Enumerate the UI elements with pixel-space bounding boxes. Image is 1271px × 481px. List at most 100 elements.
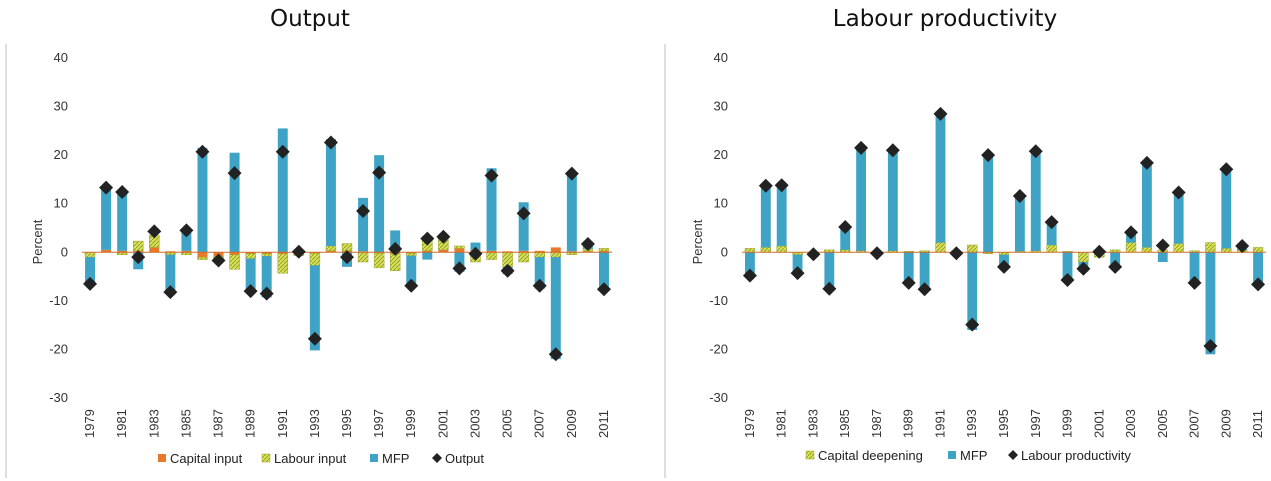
x-tick-label: 2009 bbox=[564, 409, 579, 438]
marker-labour-productivity bbox=[774, 178, 789, 193]
marker-output bbox=[179, 223, 194, 238]
bar-mfp bbox=[1173, 192, 1184, 244]
x-tick-label: 2003 bbox=[1123, 409, 1138, 438]
bar-capital-deepening bbox=[1078, 252, 1089, 263]
marker-labour-productivity bbox=[742, 268, 757, 283]
bar-capital-deepening bbox=[744, 248, 756, 253]
bar-mfp bbox=[309, 265, 320, 351]
bar-mfp bbox=[422, 252, 433, 260]
x-tick-label: 1989 bbox=[243, 409, 258, 438]
bar-capital-input bbox=[277, 252, 288, 254]
x-tick-label: 1987 bbox=[211, 409, 226, 438]
bar-capital-deepening bbox=[1125, 242, 1137, 253]
bar-capital-input bbox=[486, 250, 497, 253]
x-tick-label: 2001 bbox=[435, 409, 450, 438]
y-tick-label: 30 bbox=[54, 99, 68, 114]
bar-mfp bbox=[967, 252, 978, 330]
bar-capital-input bbox=[422, 250, 433, 253]
bar-mfp bbox=[1157, 252, 1168, 262]
bar-capital-deepening bbox=[967, 244, 978, 253]
marker-labour-productivity bbox=[869, 246, 884, 261]
marker-output bbox=[163, 285, 178, 300]
marker-labour-productivity bbox=[901, 275, 916, 290]
marker-labour-productivity bbox=[1076, 261, 1091, 276]
marker-output bbox=[356, 204, 371, 218]
bar-capital-input bbox=[438, 249, 449, 253]
x-tick-label: 1983 bbox=[805, 409, 820, 438]
x-tick-label: 1995 bbox=[996, 409, 1011, 438]
bar-mfp bbox=[1046, 220, 1057, 245]
marker-labour-productivity bbox=[949, 246, 964, 261]
bar-capital-input bbox=[149, 247, 160, 253]
marker-labour-productivity bbox=[1028, 144, 1043, 159]
bar-mfp bbox=[983, 152, 994, 253]
marker-output bbox=[340, 250, 354, 265]
y-axis-label: Percent bbox=[690, 219, 705, 264]
marker-labour-productivity bbox=[997, 259, 1011, 274]
marker-output bbox=[131, 250, 146, 265]
y-tick-label: 0 bbox=[61, 244, 68, 259]
x-tick-label: 1985 bbox=[178, 409, 193, 438]
bar-mfp bbox=[261, 256, 272, 298]
bar-mfp bbox=[245, 258, 256, 293]
bar-labour-input bbox=[518, 252, 529, 263]
marker-labour-productivity bbox=[1124, 225, 1139, 240]
bar-capital-deepening bbox=[776, 245, 787, 253]
marker-labour-productivity bbox=[1092, 244, 1107, 259]
marker-output bbox=[211, 253, 226, 268]
bar-mfp bbox=[165, 254, 176, 292]
x-tick-label: 2009 bbox=[1218, 409, 1233, 438]
bar-mfp bbox=[566, 173, 577, 252]
y-tick-label: -20 bbox=[709, 341, 728, 356]
bar-capital-deepening bbox=[1141, 247, 1153, 253]
x-tick-label: 2011 bbox=[1250, 410, 1265, 438]
bar-capital-deepening bbox=[760, 247, 771, 253]
x-tick-label: 1985 bbox=[837, 409, 852, 438]
bar-mfp bbox=[1014, 195, 1025, 252]
bar-mfp bbox=[1030, 151, 1041, 251]
x-tick-label: 1979 bbox=[742, 409, 757, 438]
bar-capital-input bbox=[117, 250, 128, 253]
marker-labour-productivity bbox=[1155, 238, 1170, 253]
bar-capital-deepening bbox=[1252, 247, 1264, 253]
marker-labour-productivity bbox=[1171, 185, 1186, 200]
marker-output bbox=[243, 284, 258, 299]
bar-mfp bbox=[745, 252, 755, 277]
output-chart: -30 -20 -10 0 10 20 30 40 Percent 1979 1981 1983 198… bbox=[30, 50, 612, 466]
bar-labour-input bbox=[534, 252, 545, 258]
legend-swatch bbox=[948, 451, 956, 459]
bar-mfp bbox=[550, 257, 561, 360]
bar-mfp bbox=[229, 152, 240, 253]
bar-labour-input bbox=[550, 252, 562, 258]
bar-capital-deepening bbox=[1221, 248, 1232, 253]
bar-mfp bbox=[85, 257, 96, 284]
bar-labour-input bbox=[341, 243, 353, 252]
bar-labour-input bbox=[309, 253, 321, 266]
bar-mfp bbox=[919, 252, 930, 289]
bar-mfp bbox=[1189, 252, 1200, 284]
bar-capital-deepening bbox=[1205, 242, 1216, 253]
labour-productivity-chart: -30 -20 -10 0 10 20 30 40 Percent 1979 1981 1983 198… bbox=[690, 50, 1266, 463]
marker-output bbox=[452, 261, 467, 276]
bar-capital-input bbox=[197, 252, 208, 258]
bar-labour-input bbox=[325, 245, 337, 252]
marker-output bbox=[516, 206, 531, 221]
x-tick-label: 1995 bbox=[339, 409, 354, 438]
bar-mfp bbox=[856, 146, 867, 251]
bar-capital-deepening bbox=[935, 242, 946, 253]
bar-labour-input bbox=[373, 253, 385, 269]
legend-label: MFP bbox=[960, 448, 987, 463]
bar-mfp bbox=[776, 182, 787, 246]
bar-mfp bbox=[117, 190, 128, 251]
marker-output bbox=[484, 168, 499, 183]
bar-labour-input bbox=[84, 252, 96, 258]
bar-labour-input bbox=[245, 253, 256, 259]
bar-labour-input bbox=[598, 248, 610, 252]
marker-labour-productivity bbox=[1235, 238, 1250, 253]
marker-labour-productivity bbox=[854, 140, 869, 155]
x-tick-label: 1983 bbox=[146, 409, 161, 438]
x-tick-label: 1999 bbox=[403, 409, 418, 438]
bar-mfp bbox=[374, 155, 385, 253]
y-tick-label: 10 bbox=[54, 196, 68, 211]
